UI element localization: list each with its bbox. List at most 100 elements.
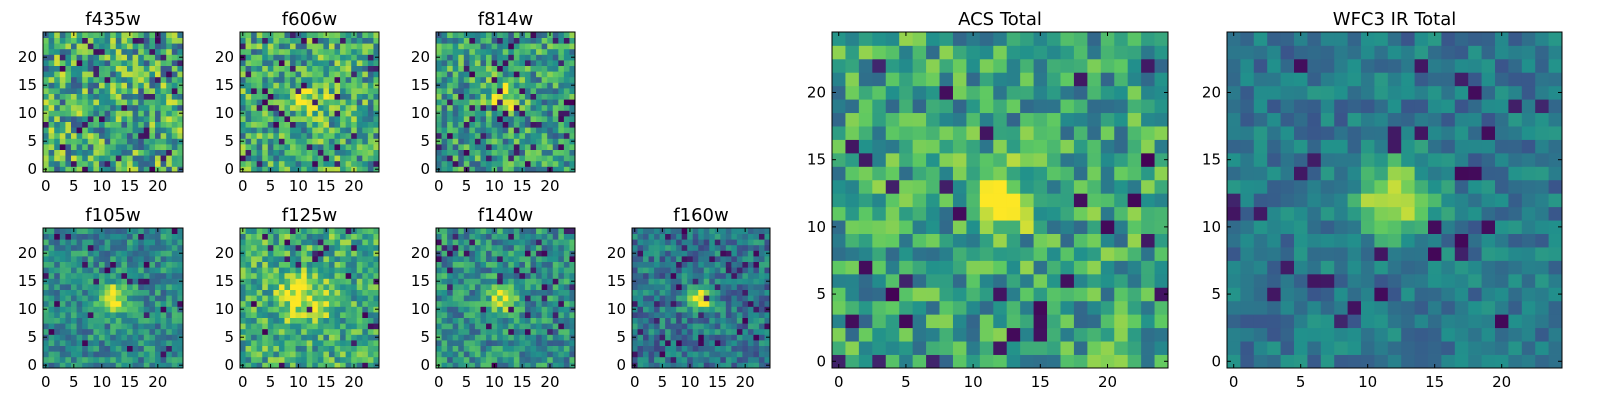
heatmap-cell [155, 127, 161, 134]
heatmap-cell [731, 233, 738, 240]
heatmap-cell [267, 144, 274, 150]
heatmap-cell [452, 328, 459, 335]
heatmap-cell [127, 239, 133, 246]
heatmap-cell [458, 116, 465, 122]
heatmap-cell [295, 295, 302, 302]
heatmap-cell [155, 356, 161, 363]
heatmap-cell [166, 356, 173, 363]
heatmap-cell [367, 351, 374, 358]
heatmap-cell [65, 233, 72, 240]
heatmap-cell [121, 233, 128, 240]
heatmap-cell [654, 362, 660, 369]
heatmap-cell [885, 287, 900, 302]
heatmap-cell [93, 351, 100, 358]
heatmap-cell [138, 138, 145, 145]
heatmap-cell [1100, 300, 1115, 315]
heatmap-cell [284, 300, 291, 307]
heatmap-cell [665, 267, 672, 274]
heatmap-cell [362, 345, 369, 352]
heatmap-cell [563, 334, 570, 341]
heatmap-cell [497, 149, 504, 156]
heatmap-cell [643, 295, 649, 302]
heatmap-cell [104, 155, 111, 162]
heatmap-cell [251, 256, 258, 262]
heatmap-cell [703, 272, 710, 279]
heatmap-cell [278, 37, 285, 44]
heatmap-cell [149, 306, 156, 313]
heatmap-cell [541, 93, 548, 100]
heatmap-cell [104, 306, 111, 313]
heatmap-cell [458, 99, 465, 106]
heatmap-cell [1114, 247, 1129, 261]
heatmap-cell [160, 272, 167, 279]
heatmap-cell [110, 132, 117, 139]
heatmap-cell [1020, 179, 1034, 194]
heatmap-cell [569, 60, 576, 66]
heatmap-cell [132, 300, 139, 307]
heatmap-cell [99, 295, 105, 302]
heatmap-cell [351, 328, 358, 335]
heatmap-cell [240, 256, 246, 262]
heatmap-cell [753, 289, 760, 296]
heatmap-cell [469, 116, 476, 122]
heatmap-cell [486, 300, 492, 307]
heatmap-cell [659, 340, 666, 346]
heatmap-cell [76, 132, 83, 139]
heatmap-cell [301, 267, 308, 274]
heatmap-cell [1020, 206, 1034, 221]
heatmap-cell [284, 149, 291, 156]
heatmap-cell [502, 82, 509, 89]
heatmap-cell [362, 65, 369, 72]
heatmap-cell [536, 121, 543, 128]
heatmap-cell [356, 82, 363, 89]
heatmap-cell [952, 206, 967, 221]
heatmap-cell [441, 272, 448, 279]
heatmap-cell [436, 149, 442, 156]
heatmap-cell [536, 54, 543, 61]
heatmap-cell [110, 82, 117, 89]
heatmap-cell [345, 155, 352, 162]
heatmap-cell [362, 244, 369, 251]
heatmap-cell [323, 328, 330, 335]
heatmap-cell [447, 104, 454, 111]
heatmap-cell [351, 289, 358, 296]
heatmap-cell [692, 278, 699, 285]
heatmap-cell [469, 328, 476, 335]
heatmap-cell [899, 166, 914, 181]
heatmap-cell [373, 121, 380, 128]
heatmap-cell [753, 340, 760, 346]
heatmap-cell [469, 250, 476, 257]
heatmap-cell [725, 356, 732, 363]
heatmap-cell [121, 250, 128, 257]
heatmap-cell [643, 328, 649, 335]
heatmap-cell [753, 317, 760, 324]
heatmap-cell [82, 82, 89, 89]
heatmap-cell [301, 88, 308, 94]
heatmap-cell [519, 328, 526, 335]
heatmap-cell [458, 127, 465, 134]
heatmap-cell [731, 362, 738, 369]
heatmap-cell [290, 267, 296, 274]
heatmap-cell [1060, 341, 1075, 355]
heatmap-cell [345, 93, 352, 100]
heatmap-cell [295, 356, 302, 363]
heatmap-cell [497, 116, 504, 122]
heatmap-cell [240, 127, 246, 134]
heatmap-cell [240, 233, 246, 240]
heatmap-cell [87, 54, 94, 61]
heatmap-cell [753, 256, 760, 262]
heatmap-cell [87, 93, 94, 100]
heatmap-cell [832, 152, 846, 167]
heatmap-cell [127, 261, 133, 268]
heatmap-cell [367, 48, 374, 55]
heatmap-cell [256, 295, 263, 302]
heatmap-cell [447, 155, 454, 162]
heatmap-cell [1006, 179, 1021, 194]
heatmap-cell [93, 362, 100, 369]
heatmap-cell [648, 261, 655, 268]
heatmap-cell [290, 328, 296, 335]
heatmap-cell [59, 317, 66, 324]
heatmap-cell [758, 328, 765, 335]
heatmap-cell [530, 256, 537, 262]
